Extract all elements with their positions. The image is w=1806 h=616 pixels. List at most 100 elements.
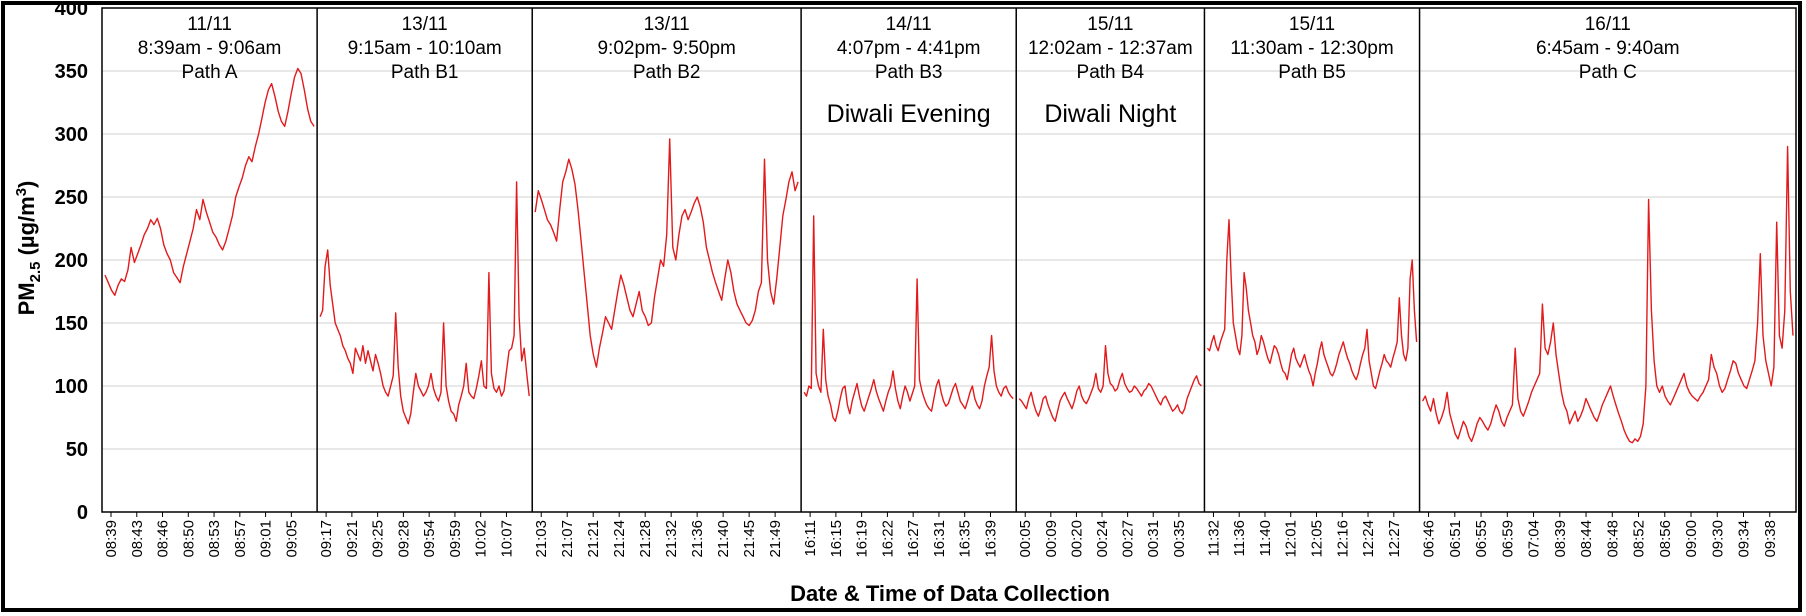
segment-path-label: Path B5 [1278,62,1346,83]
x-tick-label: 08:44 [1578,520,1595,558]
x-tick-label: 08:46 [155,520,172,558]
y-tick-label: 400 [55,0,88,20]
x-tick-label: 07:04 [1526,520,1543,558]
x-tick-label: 09:25 [370,520,387,558]
x-axis-label: Date & Time of Data Collection [790,581,1110,606]
x-tick-label: 16:31 [931,520,948,558]
series-line-segment [104,67,315,296]
segment-time-range: 8:39am - 9:06am [138,38,282,59]
x-tick-label: 06:59 [1499,520,1516,558]
y-axis-label-prefix: PM [14,282,39,315]
x-tick-label: 09:00 [1683,520,1700,558]
x-tick-label: 09:54 [421,520,438,558]
x-tick-label: 21:24 [611,520,628,558]
x-tick-label: 09:34 [1736,520,1753,558]
segment-date: 11/11 [187,14,232,35]
x-tick-label: 16:19 [854,520,871,558]
series-line-segment [803,215,1014,422]
plot-area-border [101,7,1797,513]
series-lines [104,67,1794,444]
x-tick-label: 09:17 [318,520,335,558]
segment-time-range: 6:45am - 9:40am [1536,38,1680,59]
x-tick-label: 00:05 [1017,520,1034,558]
x-tick-label: 16:22 [879,520,896,558]
x-tick-label: 08:57 [232,520,249,558]
segment-path-label: Path B1 [391,62,459,83]
segment-path-label: Path B2 [633,62,701,83]
segment-dividers [316,8,1421,512]
x-tick-label: 16:11 [802,520,819,556]
series-line-segment [1421,145,1794,444]
series-line-segment [1018,345,1202,422]
segment-date: 13/11 [644,14,690,35]
x-tick-label: 08:39 [1552,520,1569,558]
x-tick-label: 08:39 [103,520,120,558]
x-tick-label: 21:36 [689,520,706,558]
x-tick-label: 16:35 [957,520,974,558]
x-tick-label: 21:49 [767,520,784,558]
segment-date: 15/11 [1087,14,1133,35]
y-tick-label: 300 [55,124,88,146]
x-tick-label: 21:21 [585,520,602,558]
segment-time-range: 9:15am - 10:10am [348,38,502,59]
y-tick-label: 350 [55,61,88,83]
x-tick-label: 09:05 [283,520,300,558]
y-axis-label-close: ) [14,181,39,188]
x-tick-label: 12:01 [1283,520,1300,558]
x-tick-label: 00:31 [1145,520,1162,558]
x-tick-label: 11:40 [1257,520,1274,556]
x-tick-label: 09:38 [1762,520,1779,558]
y-tick-label: 150 [55,313,88,335]
x-tick-label: 11:32 [1205,520,1222,556]
segment-event-label: Diwali Evening [827,100,991,128]
y-axis-ticks: 0 50 100 150 200 250 300 350 400 [55,0,88,524]
segment-time-range: 9:02pm- 9:50pm [597,38,735,59]
segment-event-label: Diwali Night [1044,100,1176,128]
x-tick-label: 08:48 [1604,520,1621,558]
x-tick-label: 10:07 [499,520,516,558]
x-tick-label: 16:27 [905,520,922,558]
series-line-segment [1206,218,1418,390]
x-tick-label: 08:52 [1631,520,1648,558]
y-tick-label: 100 [55,376,88,398]
x-tick-label: 06:51 [1447,520,1464,558]
x-tick-label: 21:32 [663,520,680,558]
x-tick-label: 06:55 [1473,520,1490,558]
x-tick-label: 21:07 [559,520,576,558]
x-tick-label: 00:27 [1120,520,1137,558]
x-tick-label: 11:36 [1231,520,1248,556]
segment-labels: 11/11 8:39am - 9:06am Path A 13/11 9:15am - … [138,14,1680,128]
x-tick-label: 09:59 [447,520,464,558]
segment-date: 16/11 [1585,14,1631,35]
x-tick-label: 12:16 [1334,520,1351,558]
x-tick-label: 12:24 [1360,520,1377,558]
x-tick-label: 12:27 [1386,520,1403,558]
x-tick-label: 21:45 [741,520,758,558]
y-tick-label: 250 [55,187,88,209]
x-tick-label: 10:02 [473,520,490,558]
x-tick-label: 06:46 [1421,520,1438,558]
x-tick-label: 08:56 [1657,520,1674,558]
x-tick-label: 00:35 [1171,520,1188,558]
x-tick-label: 09:28 [395,520,412,558]
x-tick-label: 00:20 [1068,520,1085,558]
series-line-segment [319,181,530,425]
x-tick-label: 08:53 [206,520,223,558]
x-tick-label: 09:01 [258,520,275,558]
series-line-segment [534,138,799,368]
x-tick-label: 08:43 [129,520,146,558]
x-tick-label: 21:03 [533,520,550,558]
segment-path-label: Path B4 [1077,62,1145,83]
y-axis-label: PM2.5 (µg/m3) [13,181,44,316]
x-tick-label: 21:28 [637,520,654,558]
segment-path-label: Path C [1579,62,1637,83]
x-tick-label: 00:09 [1043,520,1060,558]
y-tick-label: 0 [77,502,88,524]
y-axis-label-units: (µg/m [14,196,39,261]
y-tick-label: 200 [55,250,88,272]
segment-time-range: 4:07pm - 4:41pm [837,38,981,59]
segment-date: 14/11 [886,14,932,35]
x-tick-label: 09:21 [344,520,361,558]
